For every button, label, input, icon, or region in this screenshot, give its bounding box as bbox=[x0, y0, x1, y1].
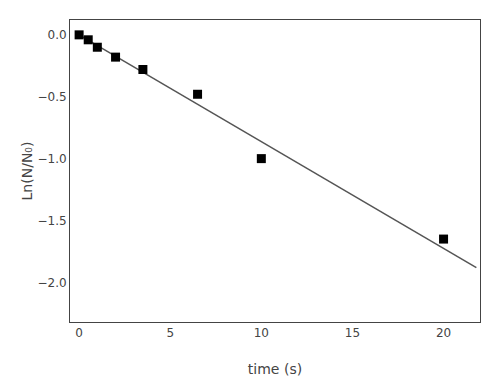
svg-text:0.0: 0.0 bbox=[48, 28, 67, 42]
svg-text:time (s): time (s) bbox=[248, 361, 302, 377]
svg-text:−1.5: −1.5 bbox=[37, 214, 66, 228]
svg-text:−0.5: −0.5 bbox=[37, 90, 66, 104]
svg-text:−2.0: −2.0 bbox=[37, 276, 66, 290]
svg-text:20: 20 bbox=[436, 326, 451, 340]
svg-text:10: 10 bbox=[254, 326, 269, 340]
svg-text:Ln(N/N₀): Ln(N/N₀) bbox=[19, 142, 35, 201]
svg-text:0: 0 bbox=[75, 326, 83, 340]
svg-text:5: 5 bbox=[166, 326, 174, 340]
svg-text:15: 15 bbox=[345, 326, 360, 340]
svg-text:−1.0: −1.0 bbox=[37, 152, 66, 166]
